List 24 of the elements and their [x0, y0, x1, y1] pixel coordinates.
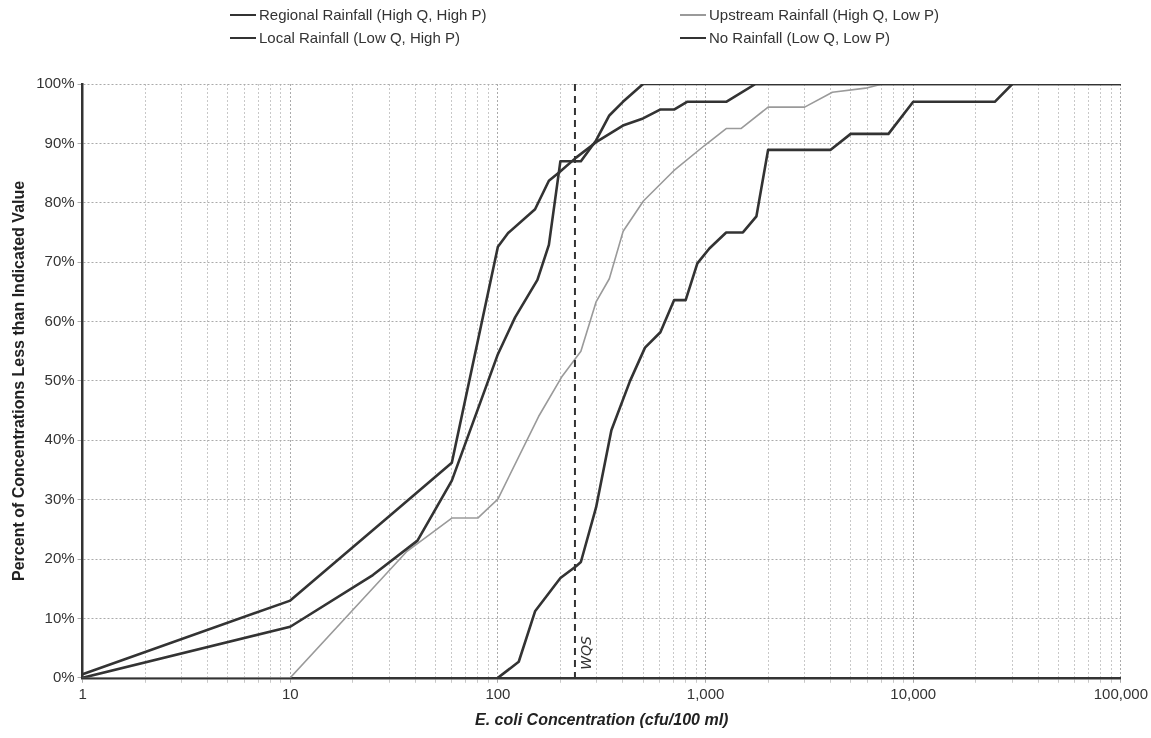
legend-label: Upstream Rainfall (High Q, Low P) [709, 6, 940, 23]
legend-label: No Rainfall (Low Q, Low P) [709, 29, 890, 46]
y-tick-label: 20% [44, 549, 75, 567]
y-tick-label: 30% [44, 489, 75, 507]
legend-label: Regional Rainfall (High Q, High P) [259, 6, 487, 23]
y-tick-label: 0% [52, 667, 75, 685]
x-tick-label: 10,000 [890, 684, 937, 702]
ref-line-label: WQS [577, 635, 594, 670]
y-tick-label: 40% [44, 430, 75, 448]
x-tick-label: 100,000 [1093, 684, 1149, 702]
x-tick-label: 100 [485, 684, 511, 702]
y-tick-label: 80% [44, 192, 75, 210]
y-tick-label: 50% [44, 371, 75, 389]
x-tick-label: 1 [78, 684, 87, 702]
y-axis-title: Percent of Concentrations Less than Indicated Value [10, 180, 28, 581]
y-tick-label: 100% [36, 74, 75, 92]
x-axis-title: E. coli Concentration (cfu/100 ml) [475, 710, 729, 728]
y-tick-label: 90% [44, 133, 75, 151]
x-tick-label: 1,000 [686, 684, 725, 702]
y-tick-label: 60% [44, 311, 75, 329]
x-tick-label: 10 [281, 684, 299, 702]
y-tick-label: 10% [44, 608, 75, 626]
y-tick-label: 70% [44, 252, 75, 270]
legend-label: Local Rainfall (Low Q, High P) [259, 29, 460, 46]
